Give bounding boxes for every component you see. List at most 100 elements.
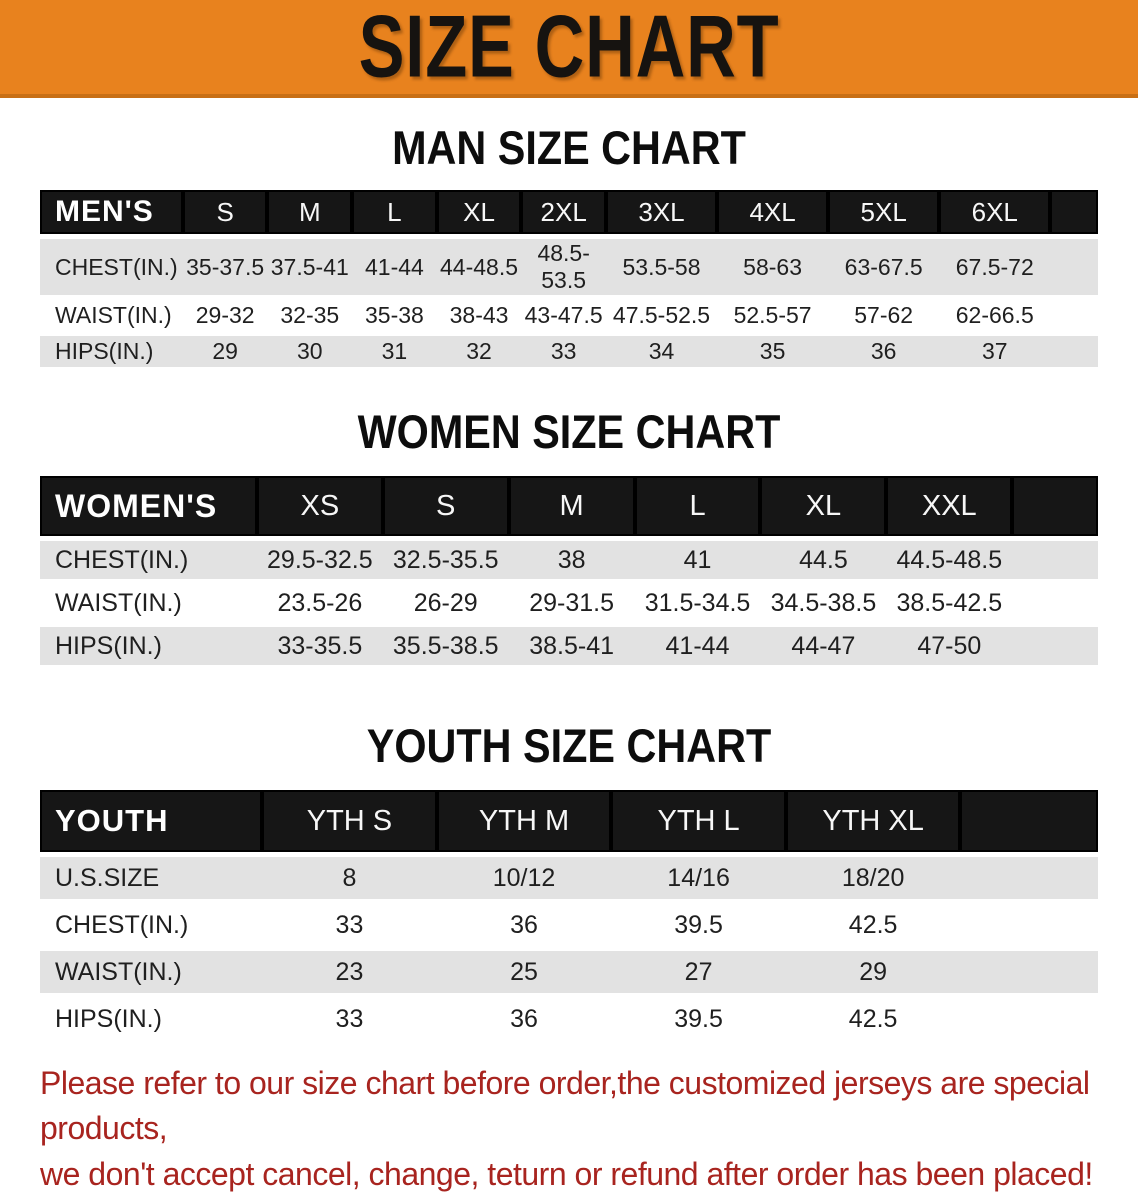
- row-spacer: [1050, 300, 1098, 331]
- cell: 39.5: [611, 998, 786, 1040]
- cell: 52.5-57: [717, 300, 829, 331]
- cell: 34.5-38.5: [760, 584, 887, 622]
- cell: 41-44: [352, 239, 437, 295]
- cell: 42.5: [785, 998, 961, 1040]
- table-row: U.S.SIZE 8 10/12 14/16 18/20: [40, 857, 1098, 899]
- table-row: HIPS(IN.) 29 30 31 32 33 34 35 36 37: [40, 336, 1098, 367]
- cell: 44-47: [760, 627, 887, 665]
- mens-table-wrap: MEN'S S M L XL 2XL 3XL 4XL 5XL 6XL CHEST(IN.) 35-37…: [40, 185, 1098, 372]
- cell: 18/20: [785, 857, 961, 899]
- cell: 35-38: [352, 300, 437, 331]
- column-header: M: [508, 476, 635, 536]
- cell: 36: [436, 904, 612, 946]
- youth-size-table: YOUTH YTH S YTH M YTH L YTH XL U.S.SIZE 8 10/12…: [40, 785, 1098, 1045]
- row-label: U.S.SIZE: [40, 857, 263, 899]
- cell: 37.5-41: [267, 239, 353, 295]
- column-header: 6XL: [939, 190, 1051, 234]
- row-spacer: [1012, 541, 1098, 579]
- table-row: CHEST(IN.) 35-37.5 37.5-41 41-44 44-48.5 48.5…: [40, 239, 1098, 295]
- column-header: L: [634, 476, 761, 536]
- cell: 38-43: [436, 300, 522, 331]
- table-row: HIPS(IN.) 33-35.5 35.5-38.5 38.5-41 41-44 44-…: [40, 627, 1098, 665]
- row-spacer: [960, 998, 1098, 1040]
- cell: 41-44: [634, 627, 761, 665]
- column-header: 4XL: [717, 190, 829, 234]
- cell: 42.5: [785, 904, 961, 946]
- cell: 38: [508, 541, 635, 579]
- row-spacer: [1050, 239, 1098, 295]
- cell: 31.5-34.5: [634, 584, 761, 622]
- row-label: HIPS(IN.): [40, 627, 257, 665]
- row-spacer: [1012, 584, 1098, 622]
- table-row: HIPS(IN.) 33 36 39.5 42.5: [40, 998, 1098, 1040]
- section-heading-men: MAN SIZE CHART: [392, 121, 746, 174]
- cell: 25: [436, 951, 612, 993]
- table-row: CHEST(IN.) 29.5-32.5 32.5-35.5 38 41 44.5 44.5…: [40, 541, 1098, 579]
- table-row: WAIST(IN.) 23 25 27 29: [40, 951, 1098, 993]
- column-header: YTH XL: [785, 790, 961, 852]
- cell: 29: [182, 336, 268, 367]
- cell: 67.5-72: [939, 239, 1051, 295]
- cell: 30: [267, 336, 353, 367]
- cell: 36: [436, 998, 612, 1040]
- column-header: 2XL: [521, 190, 606, 234]
- cell: 29: [785, 951, 961, 993]
- row-spacer: [960, 857, 1098, 899]
- row-spacer: [1050, 336, 1098, 367]
- cell: 34: [605, 336, 718, 367]
- cell: 8: [262, 857, 437, 899]
- table-header-label: WOMEN'S: [40, 476, 257, 536]
- column-header: 5XL: [828, 190, 940, 234]
- cell: 31: [352, 336, 437, 367]
- column-header: L: [352, 190, 437, 234]
- column-header: YTH L: [611, 790, 786, 852]
- column-header: YTH S: [262, 790, 437, 852]
- cell: 32.5-35.5: [382, 541, 509, 579]
- cell: 57-62: [828, 300, 940, 331]
- cell: 44-48.5: [436, 239, 522, 295]
- cell: 33: [262, 998, 437, 1040]
- table-row: WAIST(IN.) 29-32 32-35 35-38 38-43 43-47.5 47.…: [40, 300, 1098, 331]
- column-header: YTH M: [436, 790, 612, 852]
- row-label: CHEST(IN.): [40, 541, 257, 579]
- cell: 29-32: [182, 300, 268, 331]
- table-row: CHEST(IN.) 33 36 39.5 42.5: [40, 904, 1098, 946]
- section-heading-youth: YOUTH SIZE CHART: [366, 719, 772, 772]
- row-spacer: [1012, 627, 1098, 665]
- column-header: S: [182, 190, 268, 234]
- cell: 39.5: [611, 904, 786, 946]
- cell: 27: [611, 951, 786, 993]
- youth-table-wrap: YOUTH YTH S YTH M YTH L YTH XL U.S.SIZE 8 10/12…: [40, 785, 1098, 1045]
- row-label: HIPS(IN.): [40, 336, 183, 367]
- row-spacer: [960, 951, 1098, 993]
- womens-table-wrap: WOMEN'S XS S M L XL XXL CHEST(IN.) 29.5-32.5 32.5…: [40, 471, 1098, 670]
- section-heading-women: WOMEN SIZE CHART: [357, 405, 781, 458]
- banner: SIZE CHART: [0, 0, 1138, 98]
- row-label: CHEST(IN.): [40, 239, 183, 295]
- cell: 33-35.5: [256, 627, 383, 665]
- row-spacer: [960, 904, 1098, 946]
- cell: 29.5-32.5: [256, 541, 383, 579]
- header-spacer: [1012, 476, 1098, 536]
- cell: 26-29: [382, 584, 509, 622]
- cell: 33: [262, 904, 437, 946]
- cell: 41: [634, 541, 761, 579]
- cell: 62-66.5: [939, 300, 1051, 331]
- cell: 29-31.5: [508, 584, 635, 622]
- column-header: XXL: [886, 476, 1013, 536]
- table-header-label: YOUTH: [40, 790, 263, 852]
- cell: 53.5-58: [605, 239, 718, 295]
- cell: 35: [717, 336, 829, 367]
- column-header: S: [382, 476, 509, 536]
- cell: 48.5-53.5: [521, 239, 606, 295]
- cell: 23.5-26: [256, 584, 383, 622]
- cell: 32: [436, 336, 522, 367]
- page-title: SIZE CHART: [358, 0, 780, 96]
- cell: 33: [521, 336, 606, 367]
- cell: 47.5-52.5: [605, 300, 718, 331]
- table-row: WAIST(IN.) 23.5-26 26-29 29-31.5 31.5-34.5 34…: [40, 584, 1098, 622]
- table-header-row: WOMEN'S XS S M L XL XXL: [40, 476, 1098, 536]
- column-header: 3XL: [605, 190, 718, 234]
- row-label: WAIST(IN.): [40, 951, 263, 993]
- cell: 47-50: [886, 627, 1013, 665]
